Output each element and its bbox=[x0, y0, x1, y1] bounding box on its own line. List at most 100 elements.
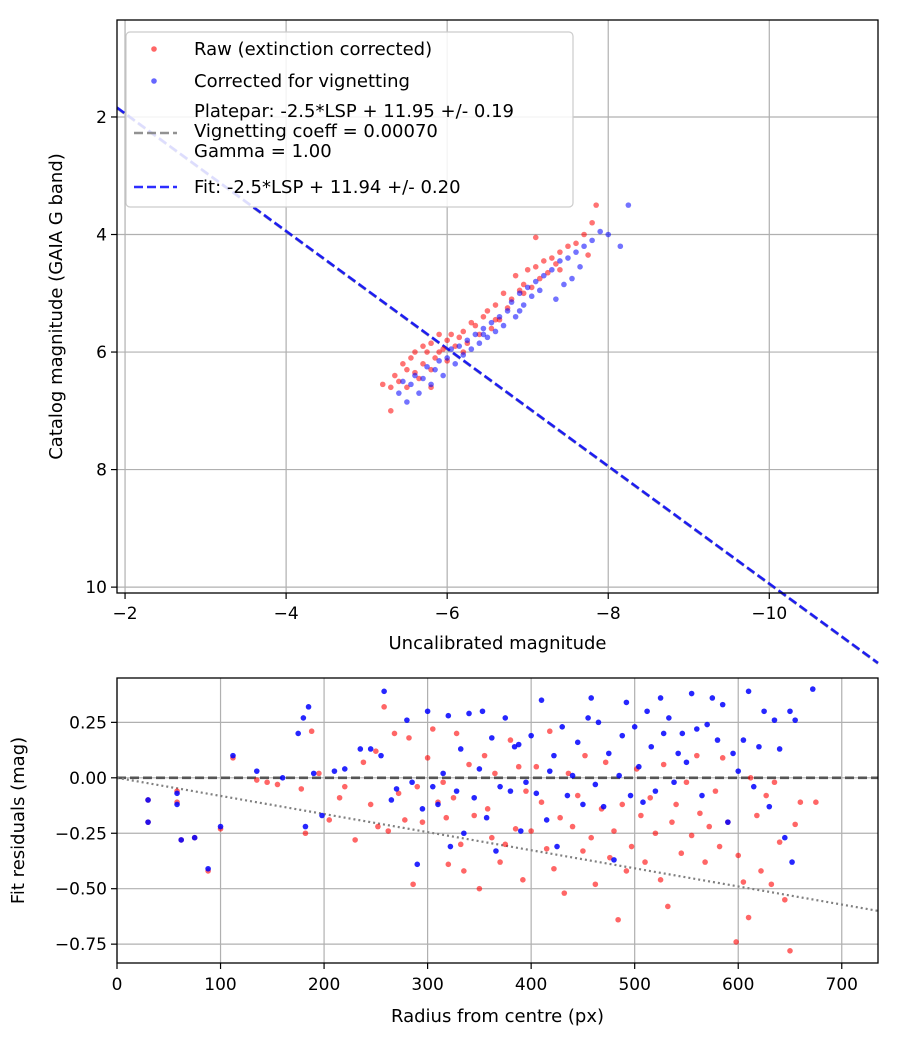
x-tick-label: 700 bbox=[826, 975, 858, 995]
corrected-residual-point bbox=[771, 717, 778, 723]
y-tick-label: 2 bbox=[96, 108, 107, 128]
corrected-point bbox=[444, 355, 450, 361]
raw-point bbox=[408, 355, 414, 361]
raw-point bbox=[379, 381, 386, 388]
corrected-residual-point bbox=[174, 790, 180, 797]
corrected-residual-point bbox=[600, 803, 607, 810]
corrected-point bbox=[440, 372, 446, 379]
corrected-point bbox=[536, 287, 543, 294]
corrected-residual-point bbox=[782, 834, 788, 841]
raw-residual-point bbox=[316, 770, 322, 777]
corrected-point bbox=[528, 293, 535, 300]
corrected-residual-point bbox=[217, 823, 224, 830]
corrected-residual-point bbox=[694, 726, 700, 732]
raw-residual-point bbox=[414, 783, 421, 790]
corrected-point bbox=[464, 337, 471, 344]
corrected-residual-point bbox=[528, 732, 534, 739]
raw-residual-point bbox=[735, 852, 742, 859]
corrected-point bbox=[541, 272, 547, 279]
raw-residual-point bbox=[745, 914, 752, 921]
raw-residual-point bbox=[602, 759, 609, 766]
raw-point bbox=[480, 313, 487, 320]
corrected-point bbox=[424, 363, 430, 370]
raw-residual-point bbox=[497, 859, 503, 865]
raw-point bbox=[404, 366, 410, 373]
x-tick-label: −6 bbox=[435, 604, 460, 624]
corrected-residual-point bbox=[341, 766, 348, 772]
top-scatter-points bbox=[379, 202, 632, 414]
corrected-residual-point bbox=[502, 715, 509, 721]
corrected-point bbox=[456, 343, 463, 349]
corrected-point bbox=[500, 322, 507, 329]
corrected-point bbox=[589, 237, 595, 244]
corrected-residual-point bbox=[466, 710, 472, 717]
raw-point bbox=[557, 266, 563, 273]
corrected-residual-point bbox=[279, 775, 286, 781]
raw-point bbox=[440, 346, 446, 352]
raw-residual-point bbox=[253, 777, 260, 783]
x-tick-label: −10 bbox=[751, 604, 787, 624]
x-tick-label: 300 bbox=[411, 975, 443, 995]
corrected-residual-point bbox=[453, 788, 460, 794]
raw-residual-point bbox=[528, 828, 534, 834]
top-x-axis-label: Uncalibrated magnitude bbox=[388, 633, 606, 654]
corrected-residual-point bbox=[675, 750, 681, 757]
corrected-point bbox=[557, 258, 563, 264]
corrected-point bbox=[404, 399, 410, 405]
raw-point bbox=[420, 343, 426, 349]
raw-residual-point bbox=[678, 850, 685, 857]
corrected-residual-point bbox=[569, 772, 576, 779]
raw-point bbox=[404, 384, 410, 391]
raw-point bbox=[553, 261, 559, 267]
raw-residual-point bbox=[489, 834, 495, 841]
raw-point bbox=[448, 331, 454, 338]
corrected-residual-point bbox=[631, 723, 638, 730]
corrected-point bbox=[468, 346, 475, 352]
raw-residual-point bbox=[697, 810, 703, 817]
corrected-residual-point bbox=[435, 801, 441, 808]
y-tick-label: 4 bbox=[96, 226, 107, 246]
raw-residual-point bbox=[619, 801, 626, 808]
raw-residual-point bbox=[782, 896, 788, 903]
raw-residual-point bbox=[461, 868, 467, 874]
top-ticks: −2 −4 −6 −8 −10 2 4 6 8 10 bbox=[85, 108, 787, 624]
corrected-residual-point bbox=[699, 792, 705, 799]
raw-point bbox=[387, 408, 394, 414]
corrected-residual-point bbox=[714, 737, 721, 743]
corrected-residual-point bbox=[457, 746, 464, 752]
corrected-residual-point bbox=[730, 750, 736, 757]
corrected-residual-point bbox=[709, 695, 716, 701]
raw-point bbox=[492, 302, 499, 308]
y-tick-label: 10 bbox=[85, 578, 107, 598]
raw-residual-point bbox=[264, 779, 270, 786]
corrected-residual-point bbox=[735, 768, 742, 774]
legend-raw-marker bbox=[151, 46, 157, 52]
raw-residual-point bbox=[419, 819, 426, 825]
raw-residual-point bbox=[628, 843, 635, 850]
corrected-residual-point bbox=[776, 746, 783, 752]
corrected-point bbox=[400, 378, 406, 385]
raw-residual-point bbox=[538, 799, 545, 806]
corrected-residual-point bbox=[766, 803, 773, 810]
x-tick-label: 400 bbox=[515, 975, 547, 995]
raw-residual-point bbox=[669, 819, 675, 825]
raw-residual-point bbox=[611, 828, 617, 834]
raw-residual-point bbox=[569, 823, 576, 830]
raw-point bbox=[524, 266, 531, 273]
corrected-point bbox=[553, 296, 559, 302]
corrected-point bbox=[625, 202, 632, 208]
corrected-residual-point bbox=[636, 763, 642, 770]
raw-residual-point bbox=[375, 823, 381, 830]
raw-residual-point bbox=[515, 763, 522, 770]
corrected-residual-point bbox=[595, 719, 602, 726]
corrected-residual-point bbox=[671, 779, 677, 786]
raw-residual-point bbox=[520, 877, 526, 883]
legend-fit-label: Fit: -2.5*LSP + 11.94 +/- 0.20 bbox=[194, 177, 461, 198]
raw-point bbox=[492, 316, 499, 323]
corrected-residual-point bbox=[447, 843, 454, 850]
raw-residual-point bbox=[395, 790, 402, 797]
corrected-residual-point bbox=[623, 699, 630, 706]
raw-residual-point bbox=[747, 775, 754, 781]
corrected-residual-point bbox=[507, 788, 514, 794]
